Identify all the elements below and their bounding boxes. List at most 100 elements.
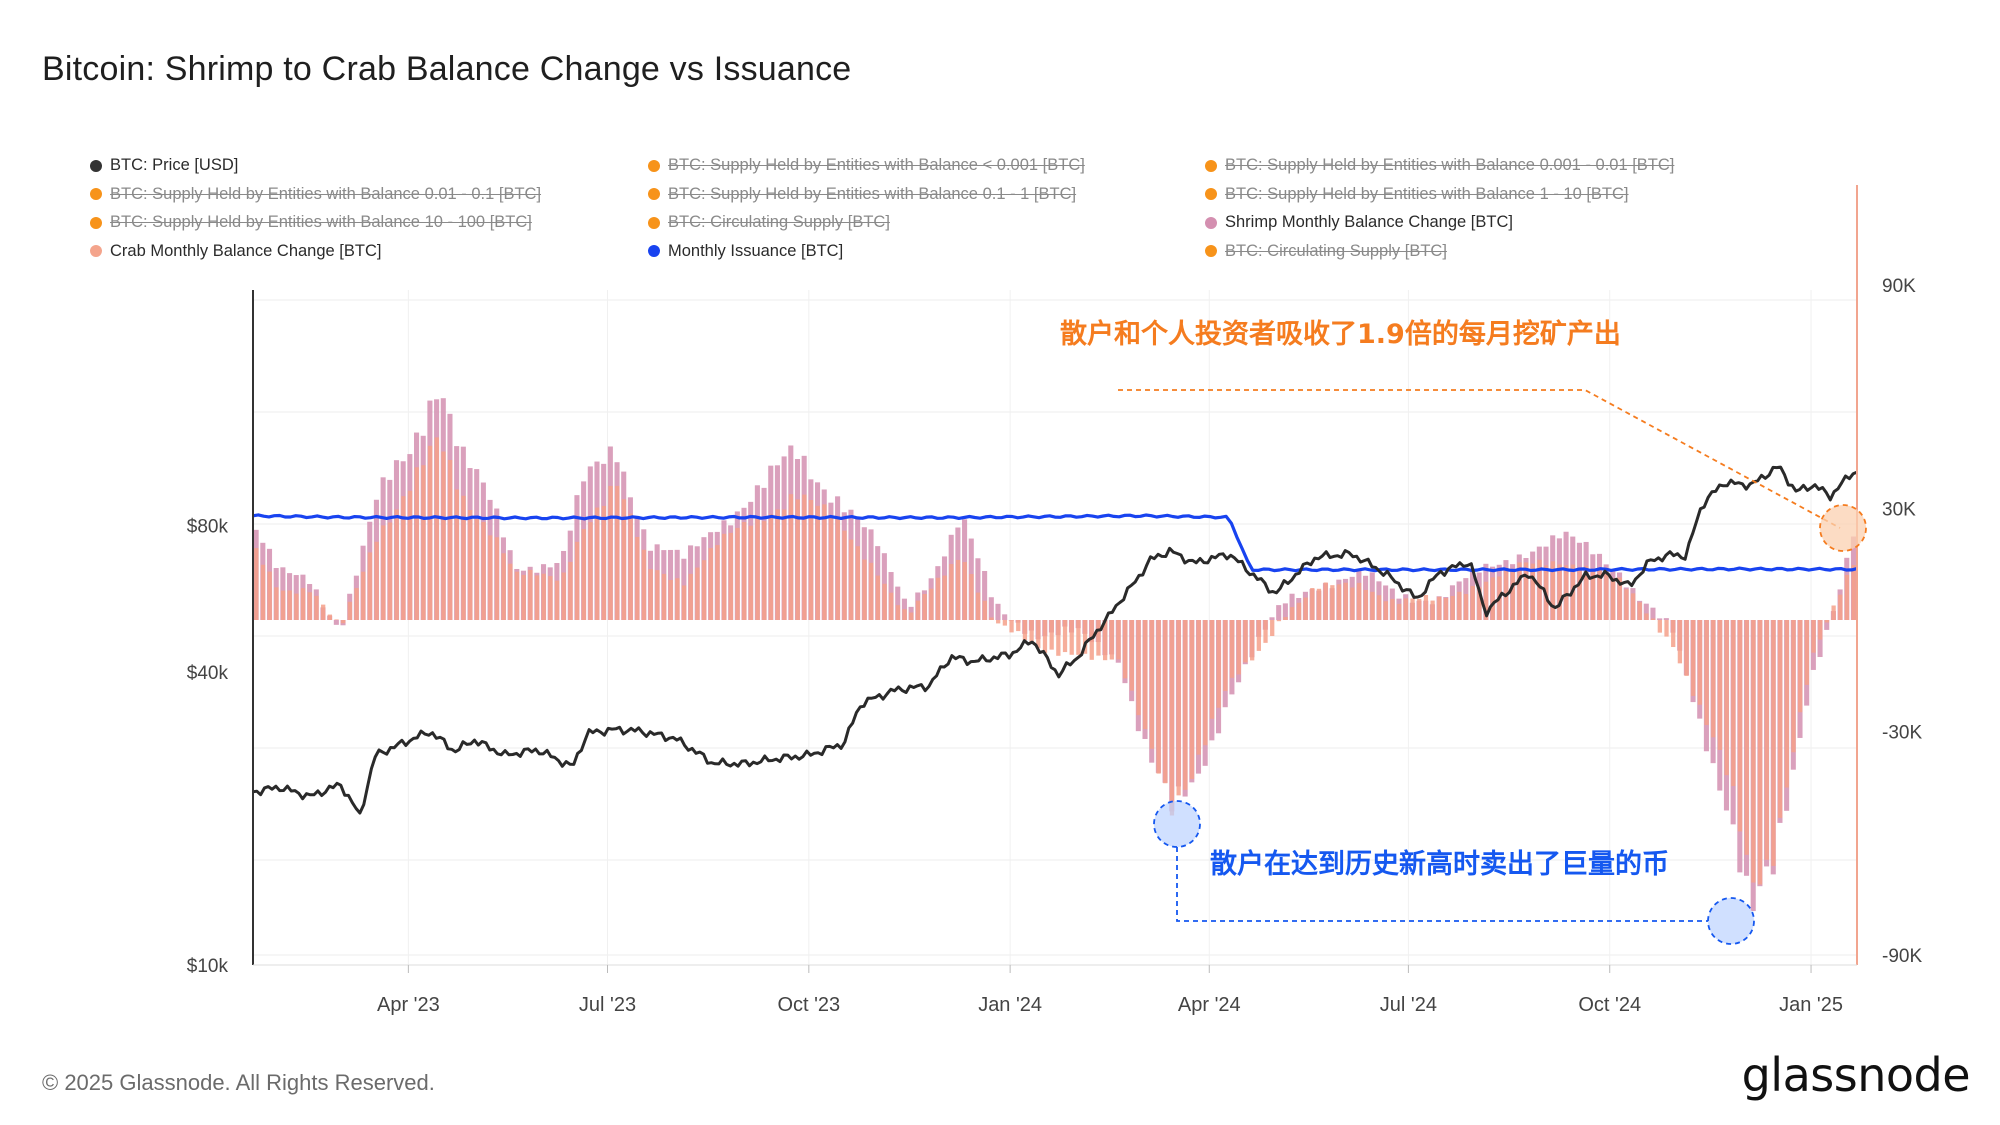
right-tick-label: -90K bbox=[1882, 946, 1922, 967]
legend-item[interactable]: BTC: Supply Held by Entities with Balanc… bbox=[90, 213, 532, 232]
crab-bar bbox=[869, 562, 874, 620]
crab-bar bbox=[715, 545, 720, 620]
legend-item[interactable]: Monthly Issuance [BTC] bbox=[648, 242, 843, 261]
crab-bar bbox=[1176, 620, 1181, 796]
legend-label: BTC: Supply Held by Entities with Balanc… bbox=[110, 213, 532, 231]
legend-label: Monthly Issuance [BTC] bbox=[668, 241, 844, 260]
crab-bar bbox=[708, 548, 713, 620]
legend-label: Crab Monthly Balance Change [BTC] bbox=[110, 241, 382, 260]
legend-item[interactable]: BTC: Supply Held by Entities with Balanc… bbox=[1205, 156, 1674, 175]
crab-bar bbox=[1363, 589, 1368, 620]
crab-bar bbox=[1831, 605, 1836, 620]
left-tick-label: $80k bbox=[187, 517, 229, 538]
crab-bar bbox=[534, 575, 540, 620]
shrimp-bar bbox=[1824, 620, 1830, 630]
crab-bar bbox=[1657, 620, 1662, 633]
crab-bar bbox=[608, 485, 613, 620]
crab-bar bbox=[528, 569, 533, 620]
crab-bar bbox=[728, 532, 733, 620]
crab-bar bbox=[254, 548, 259, 620]
crab-bar bbox=[1250, 620, 1255, 661]
crab-bar bbox=[347, 601, 353, 620]
legend-item[interactable]: Shrimp Monthly Balance Change [BTC] bbox=[1205, 213, 1513, 232]
legend-item[interactable]: BTC: Supply Held by Entities with Balanc… bbox=[648, 185, 1076, 204]
crab-bar bbox=[1076, 620, 1081, 655]
crab-bar bbox=[875, 575, 881, 620]
crab-bar bbox=[1183, 620, 1188, 790]
crab-bar bbox=[280, 590, 286, 620]
crab-bar bbox=[1203, 620, 1208, 746]
crab-bar bbox=[1189, 620, 1195, 779]
shrimp-bar bbox=[333, 620, 339, 625]
crab-bar bbox=[842, 530, 847, 620]
crab-bar bbox=[448, 459, 453, 620]
legend-item[interactable]: BTC: Supply Held by Entities with Balanc… bbox=[1205, 185, 1629, 204]
crab-bar bbox=[1123, 620, 1128, 679]
annotation-markers bbox=[1118, 389, 1867, 945]
legend-item[interactable]: BTC: Supply Held by Entities with Balanc… bbox=[648, 156, 1085, 175]
legend-item[interactable]: Crab Monthly Balance Change [BTC] bbox=[90, 242, 381, 261]
legend-dot-icon bbox=[1205, 245, 1217, 257]
crab-bar bbox=[508, 563, 513, 620]
crab-bar bbox=[1490, 577, 1495, 620]
legend-dot-icon bbox=[90, 159, 102, 172]
crab-bar bbox=[935, 577, 941, 620]
legend-item[interactable]: BTC: Price [USD] bbox=[90, 156, 238, 175]
crab-bar bbox=[1590, 569, 1596, 620]
crab-bar bbox=[661, 573, 667, 620]
crab-bar bbox=[1423, 594, 1429, 620]
right-tick-label: -30K bbox=[1882, 723, 1922, 744]
crab-bar bbox=[1009, 620, 1014, 633]
crab-bar bbox=[1143, 620, 1148, 730]
crab-bar bbox=[688, 573, 693, 620]
crab-bar bbox=[321, 604, 326, 620]
crab-bar bbox=[1163, 620, 1168, 784]
crab-bar bbox=[1443, 598, 1449, 620]
crab-bar bbox=[334, 619, 339, 620]
crab-bar bbox=[1483, 581, 1489, 620]
crab-bar bbox=[895, 605, 901, 620]
crab-bar bbox=[1062, 620, 1068, 653]
crab-bar bbox=[401, 496, 406, 620]
crab-bar bbox=[1383, 601, 1388, 620]
crab-bar bbox=[481, 522, 486, 620]
crab-bar bbox=[1417, 598, 1422, 620]
crab-bar bbox=[902, 609, 907, 620]
crab-bar bbox=[1677, 620, 1683, 664]
crab-bar bbox=[1437, 596, 1442, 620]
crab-bar bbox=[1370, 591, 1375, 620]
crab-bar bbox=[635, 536, 640, 620]
legend-dot-icon bbox=[1205, 216, 1217, 229]
crab-bar bbox=[675, 578, 680, 620]
shrimp-bar bbox=[1269, 617, 1275, 620]
crab-bar bbox=[1116, 620, 1121, 660]
legend-item[interactable]: BTC: Supply Held by Entities with Balanc… bbox=[90, 185, 541, 204]
legend-dot-icon bbox=[1205, 159, 1217, 172]
crab-bar bbox=[1410, 598, 1415, 620]
crab-bar bbox=[775, 509, 780, 620]
crab-bar bbox=[942, 575, 947, 620]
crab-bar bbox=[414, 467, 419, 620]
crab-bar bbox=[1604, 571, 1609, 620]
legend-dot-icon bbox=[648, 188, 660, 200]
crab-bar bbox=[1082, 620, 1088, 654]
crab-bar bbox=[969, 574, 974, 620]
crab-bar bbox=[1463, 593, 1469, 620]
crab-bar bbox=[1109, 620, 1114, 660]
legend-item[interactable]: BTC: Circulating Supply [BTC] bbox=[648, 213, 890, 232]
crab-bar bbox=[387, 522, 393, 620]
legend-item[interactable]: BTC: Circulating Supply [BTC] bbox=[1205, 242, 1447, 261]
crab-bar bbox=[1851, 565, 1856, 620]
crab-bar bbox=[1818, 620, 1823, 640]
crab-bar bbox=[989, 617, 994, 620]
shrimp-bar bbox=[995, 603, 1001, 620]
crab-bar bbox=[889, 592, 894, 620]
crab-bar bbox=[1377, 595, 1382, 620]
crab-bar bbox=[1577, 570, 1582, 620]
annotation-blue-text: 散户在达到历史新高时卖出了巨量的币 bbox=[1210, 849, 1669, 880]
crab-bar bbox=[1056, 620, 1061, 656]
crab-bar bbox=[1002, 620, 1008, 626]
crab-bar bbox=[341, 620, 346, 624]
crab-bar bbox=[1644, 613, 1649, 620]
crab-bar bbox=[795, 499, 800, 620]
